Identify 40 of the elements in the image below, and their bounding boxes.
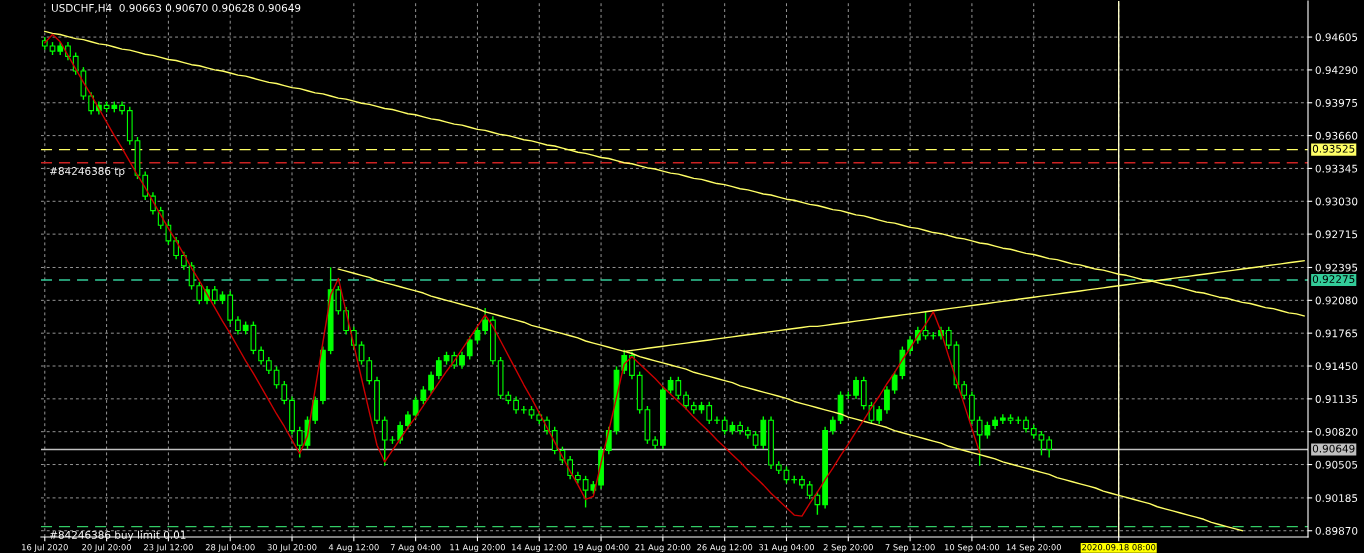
- x-tick-label: 20 Jul 20:00: [82, 543, 132, 552]
- y-tick-label: 0.94290: [1315, 66, 1358, 75]
- ref-line-label: 0.92275: [1312, 275, 1355, 284]
- y-tick-label: 0.91765: [1315, 329, 1358, 338]
- y-tick-label: 0.92080: [1315, 296, 1358, 305]
- x-tick-label: 31 Aug 04:00: [759, 544, 815, 553]
- ref-line-label: #84246386 buy limit 0.01: [50, 530, 186, 541]
- ref-line-label: 0.90649: [1312, 444, 1355, 453]
- y-tick-label: 0.90185: [1315, 494, 1358, 503]
- x-tick-label: 30 Jul 20:00: [267, 543, 317, 552]
- x-tick-label: 26 Aug 12:00: [697, 544, 753, 553]
- y-tick-label: 0.92715: [1315, 230, 1358, 239]
- y-tick-label: 0.93030: [1315, 197, 1358, 206]
- x-tick-label: 7 Aug 04:00: [390, 544, 441, 553]
- x-tick-label: 19 Aug 04:00: [573, 544, 629, 553]
- y-tick-label: 0.94605: [1315, 33, 1358, 42]
- y-tick-label: 0.90505: [1315, 460, 1358, 469]
- x-tick-label: 2 Sep 20:00: [823, 544, 873, 553]
- x-tick-label: 2020.09.18 08:00: [1082, 544, 1156, 551]
- ref-line-label: 0.93525: [1312, 144, 1355, 153]
- x-tick-label: 11 Aug 20:00: [450, 544, 505, 553]
- x-tick-label: 23 Jul 12:00: [144, 543, 193, 552]
- y-tick-label: 0.91135: [1315, 395, 1358, 403]
- chart-title: USDCHF,H4 0.90663 0.90670 0.90628 0.90649: [51, 3, 301, 13]
- y-tick-label: 0.93345: [1315, 164, 1358, 173]
- x-tick-label: 14 Sep 20:00: [1006, 544, 1061, 553]
- y-tick-label: 0.90820: [1315, 427, 1358, 436]
- x-tick-label: 14 Aug 12:00: [512, 544, 567, 553]
- x-tick-label: 4 Aug 12:00: [328, 544, 379, 553]
- ref-line-label: #84246386 tp: [50, 167, 125, 177]
- y-tick-label: 0.92395: [1315, 263, 1358, 272]
- y-tick-label: 0.93660: [1315, 131, 1358, 140]
- x-tick-label: 21 Aug 20:00: [635, 544, 691, 553]
- y-tick-label: 0.91450: [1315, 362, 1358, 371]
- x-tick-label: 10 Sep 04:00: [945, 544, 1000, 553]
- x-tick-label: 28 Jul 04:00: [205, 543, 255, 552]
- x-tick-label: 16 Jul 2020: [22, 543, 68, 552]
- x-tick-label: 7 Sep 12:00: [885, 544, 935, 553]
- y-tick-label: 0.89870: [1315, 526, 1358, 535]
- y-tick-label: 0.93975: [1315, 98, 1358, 107]
